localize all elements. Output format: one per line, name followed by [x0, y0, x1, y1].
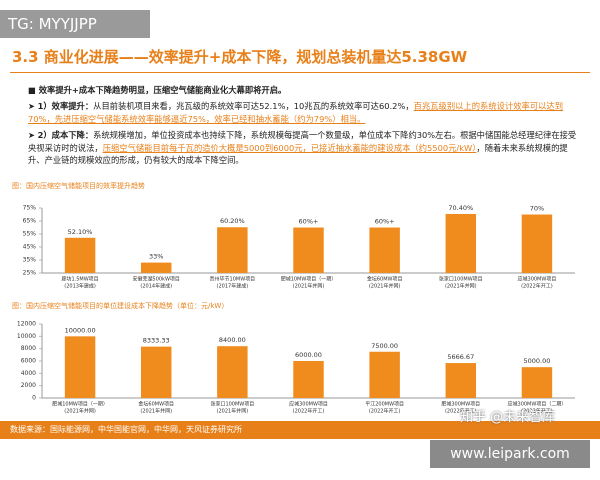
y-tick-label: 75% [23, 205, 37, 212]
bar [64, 336, 96, 398]
value-label: 52.10% [68, 228, 93, 236]
bar [521, 367, 553, 398]
x-tick-label: (2022年开工) [521, 408, 553, 415]
x-tick-label: 廊坊1.5MW项目 [61, 276, 98, 283]
bullet-text: 系统规模增加，单位投资成本也持续下降，系统规模每提高一个数量级，单位成本下降约3… [28, 130, 577, 153]
value-label: 6000.00 [295, 351, 322, 359]
y-tick-label: 10000 [17, 333, 36, 340]
value-label: 8400.00 [219, 336, 246, 344]
bar [140, 346, 172, 398]
x-tick-label: (2021年并网) [217, 408, 249, 415]
x-tick-label: (2014年建成) [140, 283, 172, 290]
x-tick-label: (2022年开工) [369, 408, 401, 415]
bar [217, 227, 248, 273]
bar [64, 237, 96, 273]
x-tick-label: 平江200MW项目 [365, 401, 404, 408]
bullet-highlight: 压缩空气储能目前每千瓦的造价大概是5000到6000元，已接近抽水蓄能的建设成本… [102, 142, 477, 153]
x-tick-label: 金坛60MW项目 [367, 276, 403, 283]
value-label: 5000.00 [523, 357, 550, 365]
y-tick-label: 25% [23, 270, 37, 277]
x-tick-label: 应城300MW项目（二期） [508, 401, 567, 408]
y-tick-label: 0 [32, 395, 36, 402]
title: 3.3 商业化进展——效率提升+成本下降，规划总装机量达5.38GW [12, 48, 468, 66]
chart-title: 图：国内压缩空气储能项目的单位建设成本下降趋势（单位：元/kW） [12, 301, 228, 310]
bar [445, 213, 477, 273]
bullet: ➤ 1）效率提升：从目前装机项目来看，兆瓦级的系统效率可达52.1%，10兆瓦的… [28, 101, 563, 124]
site: www.leipark.com [430, 440, 590, 468]
x-tick-label: (2021年并网) [293, 283, 325, 290]
x-tick-label: (2022年开工) [293, 408, 325, 415]
value-label: 60%+ [375, 218, 395, 226]
value-label: 60%+ [299, 218, 319, 226]
source: 数据来源：国际能源网，中华国能官网，中华网，天风证券研究所 [0, 421, 600, 439]
x-tick-label: (2013年建成) [64, 283, 96, 290]
x-tick-label: 贵州毕节10MW项目 [210, 276, 256, 283]
value-label: 33% [149, 253, 163, 261]
bar [293, 361, 324, 398]
bar [521, 214, 553, 273]
value-label: 70.40% [448, 204, 473, 212]
value-label: 7500.00 [371, 342, 398, 350]
y-tick-label: 45% [23, 244, 37, 251]
value-label: 8333.33 [143, 337, 170, 345]
y-tick-label: 2000 [21, 382, 36, 389]
x-tick-label: 张家口100MW项目 [439, 276, 483, 283]
x-tick-label: (2021年并网) [64, 408, 96, 415]
value-label: 5666.67 [447, 353, 474, 361]
x-tick-label: 肥城10MW项目（一期） [52, 401, 108, 408]
x-tick-label: 应城300MW项目 [289, 401, 328, 408]
bar [369, 351, 400, 398]
bullet: ➤ 2）成本下降：系统规模增加，单位投资成本也持续下降，系统规模每提高一个数量级… [28, 130, 577, 166]
bullet-label: 2）成本下降： [37, 130, 94, 140]
bullet-label: 1）效率提升： [37, 101, 94, 111]
value-label: 70% [530, 205, 544, 213]
x-tick-label: 金坛60MW项目 [138, 401, 174, 408]
y-tick-label: 6000 [21, 358, 36, 365]
tag: TG: MYYJJPP [0, 10, 150, 38]
x-tick-label: (2017年建成) [217, 283, 249, 290]
x-tick-label: 肥城300MW项目 [441, 401, 480, 408]
y-tick-label: 65% [23, 218, 37, 225]
bullet-text: ，随着未来系统规模的提升、产业链的规模效应的形成，仍有较大的成本下降空间。 [28, 142, 568, 166]
bar [140, 262, 172, 273]
bullet: ■ 效率提升+成本下降趋势明显，压缩空气储能商业化大幕即将开启。 [28, 85, 287, 95]
x-tick-label: 张家口100MW项目 [210, 401, 254, 408]
x-tick-label: (2022年开工) [521, 283, 553, 290]
x-tick-label: 应城300MW项目 [518, 276, 557, 283]
rule [10, 72, 590, 73]
chart: 图：国内压缩空气储能项目的效率提升趋势 25% 35% 45% 55% 65% 75% 52.… [12, 181, 575, 290]
value-label: 10000.00 [65, 326, 96, 334]
watermark: 知乎 @未来智库 [460, 410, 556, 425]
bar [293, 227, 324, 273]
bullet-highlight: 百兆瓦级别以上的系统设计效率可以达到70%，先进压缩空气储能系统效率能够逼近75… [28, 101, 563, 124]
y-tick-label: 35% [23, 257, 37, 264]
bar [217, 346, 248, 398]
y-tick-label: 55% [23, 231, 37, 238]
x-tick-label: (2021年并网) [369, 283, 401, 290]
chart: 图：国内压缩空气储能项目的单位建设成本下降趋势（单位：元/kW） 0 2000 400… [12, 301, 575, 415]
value-label: 60.20% [220, 217, 245, 225]
x-tick-label: 肥城10MW项目（一期） [281, 276, 337, 283]
bar [445, 363, 477, 398]
y-tick-label: 4000 [21, 370, 36, 377]
bar [369, 227, 400, 273]
chart-title: 图：国内压缩空气储能项目的效率提升趋势 [12, 181, 145, 190]
y-tick-label: 12000 [17, 321, 36, 328]
bullet-text: 效率提升+成本下降趋势明显，压缩空气储能商业化大幕即将开启。 [38, 85, 287, 95]
x-tick-label: (2021年并网) [445, 283, 477, 290]
x-tick-label: (2021年并网) [140, 408, 172, 415]
bullet-text: 从目前装机项目来看，兆瓦级的系统效率可达52.1%，10兆瓦的系统效率可达60.… [93, 101, 414, 111]
x-tick-label: 安徽芜湖500kW项目 [133, 276, 180, 283]
y-tick-label: 8000 [21, 345, 36, 352]
x-tick-label: (2022年开工) [445, 408, 477, 415]
